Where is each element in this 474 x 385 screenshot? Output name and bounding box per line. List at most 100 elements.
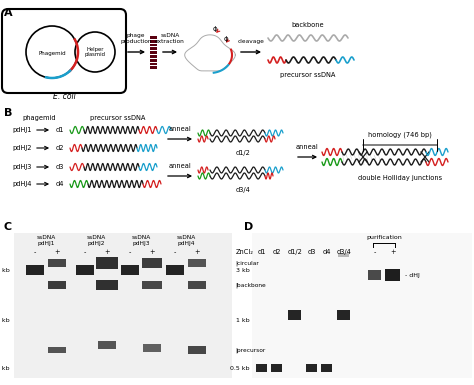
Text: E. coli: E. coli <box>53 92 75 101</box>
Bar <box>98 341 116 349</box>
Text: d1/2: d1/2 <box>288 249 302 255</box>
Bar <box>76 265 94 275</box>
Text: ZnCl₂: ZnCl₂ <box>236 249 254 255</box>
Bar <box>48 281 66 289</box>
Text: -: - <box>174 249 176 255</box>
Bar <box>150 44 157 47</box>
Text: pdHJ3: pdHJ3 <box>13 164 32 170</box>
Bar <box>321 364 332 372</box>
Bar <box>48 259 66 267</box>
Bar <box>289 310 301 320</box>
Text: phage
production: phage production <box>120 33 152 44</box>
Bar <box>26 265 44 275</box>
Text: anneal: anneal <box>169 163 191 169</box>
Bar <box>188 259 206 267</box>
Text: d3/4: d3/4 <box>337 249 351 255</box>
Text: precursor ssDNA: precursor ssDNA <box>90 115 146 121</box>
Bar <box>14 233 232 378</box>
Text: |precursor: |precursor <box>235 347 265 353</box>
Bar <box>188 281 206 289</box>
Text: d4: d4 <box>56 181 64 187</box>
Bar <box>150 40 157 43</box>
Bar <box>188 346 206 354</box>
Bar <box>337 310 350 320</box>
Bar <box>96 257 118 269</box>
Text: purification: purification <box>366 235 402 240</box>
Text: C: C <box>4 222 12 232</box>
FancyBboxPatch shape <box>2 9 126 93</box>
Text: pdHJ1: pdHJ1 <box>13 127 32 133</box>
Text: 3 kb: 3 kb <box>0 268 10 273</box>
Bar <box>150 55 157 58</box>
Text: anneal: anneal <box>296 144 319 150</box>
Bar <box>368 270 382 280</box>
Text: B: B <box>4 108 12 118</box>
Text: - dHJ: - dHJ <box>405 273 420 278</box>
Text: ssDNA
pdHJ1: ssDNA pdHJ1 <box>36 235 55 246</box>
Bar <box>252 233 472 378</box>
Text: 3 kb: 3 kb <box>236 268 250 273</box>
Text: d4: d4 <box>323 249 331 255</box>
Text: A: A <box>4 8 13 18</box>
Text: cleavage: cleavage <box>237 39 264 44</box>
Text: d1: d1 <box>258 249 266 255</box>
Text: d2: d2 <box>56 145 64 151</box>
Text: d3: d3 <box>308 249 316 255</box>
Text: double Holliday junctions: double Holliday junctions <box>358 175 442 181</box>
Text: 0.5 kb: 0.5 kb <box>0 365 10 370</box>
Bar <box>150 47 157 50</box>
Text: d1/2: d1/2 <box>236 150 250 156</box>
Bar <box>150 59 157 62</box>
Text: 0.5 kb: 0.5 kb <box>230 365 250 370</box>
Bar <box>150 66 157 69</box>
Text: pdHJ4: pdHJ4 <box>12 181 32 187</box>
Text: -: - <box>374 249 376 255</box>
Text: ssDNA
pdHJ4: ssDNA pdHJ4 <box>176 235 196 246</box>
Circle shape <box>75 32 115 72</box>
Bar <box>385 269 401 281</box>
Text: precursor ssDNA: precursor ssDNA <box>280 72 336 78</box>
Text: -: - <box>34 249 36 255</box>
Circle shape <box>26 26 78 78</box>
Bar <box>338 253 349 257</box>
Text: ϕ: ϕ <box>224 36 228 42</box>
Bar <box>272 364 283 372</box>
Bar <box>150 36 157 39</box>
Text: d3: d3 <box>56 164 64 170</box>
Text: d1: d1 <box>56 127 64 133</box>
Bar <box>150 51 157 54</box>
Text: anneal: anneal <box>169 126 191 132</box>
Text: phagemid: phagemid <box>22 115 55 121</box>
Text: Helper
plasmid: Helper plasmid <box>84 47 106 57</box>
Text: ssDNA
pdHJ2: ssDNA pdHJ2 <box>86 235 106 246</box>
Text: pdHJ2: pdHJ2 <box>12 145 32 151</box>
Text: backbone: backbone <box>292 22 324 28</box>
Text: d3/4: d3/4 <box>236 187 250 193</box>
Text: ssDNA
pdHJ3: ssDNA pdHJ3 <box>131 235 151 246</box>
Text: +: + <box>104 249 110 255</box>
Bar <box>150 63 157 65</box>
Text: |backbone: |backbone <box>235 282 266 288</box>
Text: Phagemid: Phagemid <box>38 52 66 57</box>
Text: D: D <box>244 222 253 232</box>
Text: +: + <box>149 249 155 255</box>
Bar <box>121 265 139 275</box>
Text: d2: d2 <box>273 249 281 255</box>
Text: 1 kb: 1 kb <box>237 318 250 323</box>
Text: homology (746 bp): homology (746 bp) <box>368 132 432 138</box>
Text: +: + <box>194 249 200 255</box>
Bar <box>143 344 161 352</box>
Bar <box>48 347 66 353</box>
Text: -: - <box>129 249 131 255</box>
Text: |circular: |circular <box>235 260 259 266</box>
Text: 1 kb: 1 kb <box>0 318 10 323</box>
Text: +: + <box>390 249 396 255</box>
Bar <box>142 258 162 268</box>
Bar <box>142 281 162 289</box>
Text: ϕ: ϕ <box>213 26 217 32</box>
Bar <box>166 265 184 275</box>
Text: -: - <box>84 249 86 255</box>
Text: ssDNA
extraction: ssDNA extraction <box>155 33 185 44</box>
Text: +: + <box>54 249 60 255</box>
Bar <box>256 364 267 372</box>
